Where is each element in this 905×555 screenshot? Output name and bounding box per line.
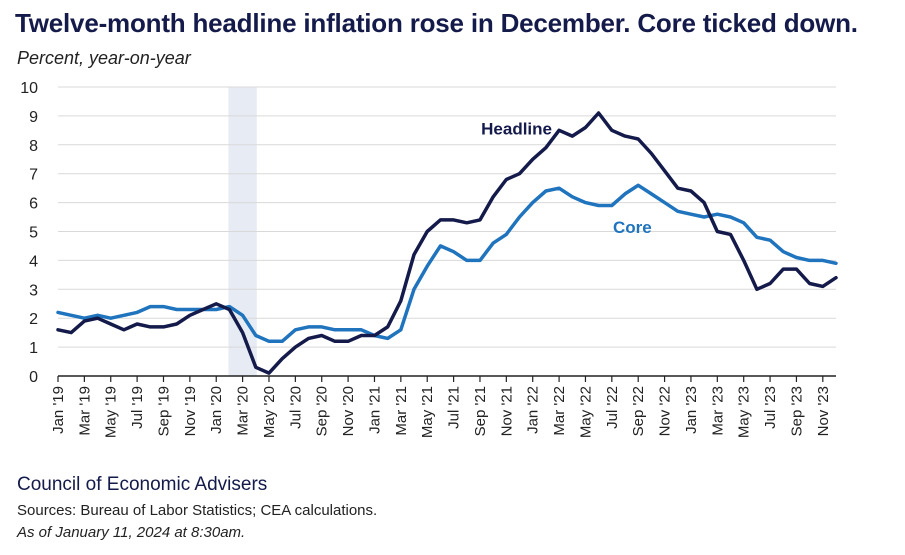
x-tick-label: Jul '22 [604, 386, 621, 429]
y-tick-label: 10 [20, 80, 38, 97]
y-tick-label: 0 [29, 369, 38, 386]
y-tick-label: 1 [29, 340, 38, 357]
x-axis-ticks: Jan '19 Mar '19 May '19 Jul '19 Sep '19 Nov '… [50, 376, 832, 438]
x-tick-label: Nov '23 [815, 386, 832, 436]
x-tick-label: Jan '20 [208, 386, 225, 434]
y-tick-label: 8 [29, 138, 38, 155]
x-tick-label: Jul '20 [287, 386, 304, 429]
x-tick-label: Sep '23 [788, 386, 805, 436]
x-tick-label: Jan '23 [683, 386, 700, 434]
x-tick-label: May '23 [736, 386, 753, 438]
x-tick-label: Nov '19 [182, 386, 199, 436]
x-tick-label: Mar '23 [709, 386, 726, 436]
y-tick-label: 7 [29, 167, 38, 184]
x-tick-label: Jul '19 [129, 386, 146, 429]
series-label-headline: Headline [481, 120, 552, 139]
series-line-core [56, 183, 838, 344]
x-tick-label: Sep '19 [155, 386, 172, 436]
x-tick-label: Mar '21 [393, 386, 410, 436]
x-tick-label: May '22 [577, 386, 594, 438]
x-tick-label: Nov '20 [340, 386, 357, 436]
chart-title: Twelve-month headline inflation rose in … [15, 8, 858, 38]
y-tick-label: 3 [29, 282, 38, 299]
x-tick-label: May '21 [419, 386, 436, 438]
inflation-line-chart: 0 1 2 3 4 5 6 7 8 9 10 Jan '19 Mar '19 May '19 Jul '1… [20, 80, 838, 438]
x-tick-label: Mar '22 [551, 386, 568, 436]
footer-as-of: As of January 11, 2024 at 8:30am. [17, 524, 246, 541]
x-tick-label: Mar '19 [76, 386, 93, 436]
y-tick-label: 5 [29, 225, 38, 242]
footer-organization: Council of Economic Advisers [17, 474, 268, 495]
y-axis-ticks: 0 1 2 3 4 5 6 7 8 9 10 [20, 80, 38, 386]
y-tick-label: 2 [29, 311, 38, 328]
x-tick-label: Jul '23 [762, 386, 779, 429]
x-tick-label: Jan '21 [366, 386, 383, 434]
x-tick-label: Sep '20 [314, 386, 331, 436]
x-tick-label: Sep '21 [472, 386, 489, 436]
x-tick-label: May '20 [261, 386, 278, 438]
x-tick-label: Jul '21 [446, 386, 463, 429]
chart-subtitle: Percent, year-on-year [17, 48, 191, 68]
y-tick-label: 9 [29, 109, 38, 126]
series-label-core: Core [613, 218, 652, 237]
series-labels: Headline Core [481, 120, 652, 237]
y-tick-label: 6 [29, 196, 38, 213]
x-tick-label: Nov '21 [498, 386, 515, 436]
x-tick-label: Mar '20 [235, 386, 252, 436]
series-lines [56, 111, 838, 375]
x-tick-label: Jan '19 [50, 386, 67, 434]
x-tick-label: Nov '22 [657, 386, 674, 436]
footer-sources: Sources: Bureau of Labor Statistics; CEA… [17, 502, 378, 519]
gridlines [58, 86, 836, 348]
x-tick-label: Sep '22 [630, 386, 647, 436]
x-tick-label: May '19 [103, 386, 120, 438]
y-tick-label: 4 [29, 253, 38, 270]
x-tick-label: Jan '22 [525, 386, 542, 434]
series-line-headline [56, 111, 838, 375]
